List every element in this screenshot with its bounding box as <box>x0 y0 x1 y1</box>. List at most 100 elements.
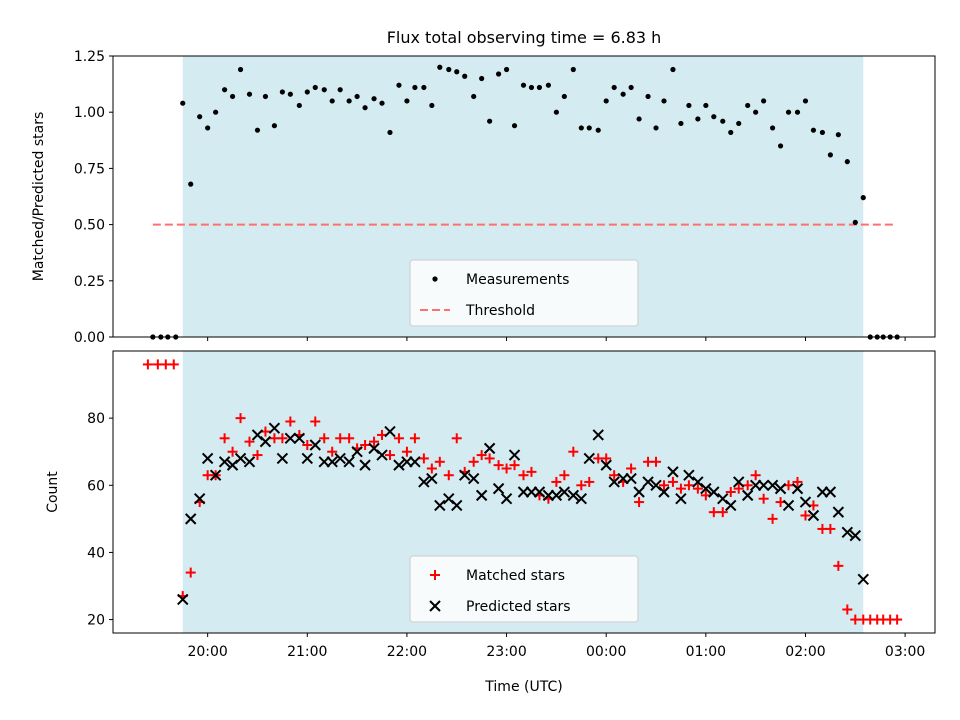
matched-star-point <box>568 446 579 457</box>
matched-star-point <box>576 480 587 491</box>
matched-star-point <box>667 476 678 487</box>
predicted-star-point <box>608 476 620 488</box>
measurement-point <box>221 87 228 93</box>
matched-star-point <box>509 460 520 471</box>
measurement-point <box>354 93 360 100</box>
measurement-point <box>586 125 592 131</box>
x-tick-label: 20:00 <box>187 644 227 660</box>
matched-star-point <box>168 359 179 370</box>
predicted-star-point <box>475 489 488 502</box>
measurement-point <box>197 114 203 120</box>
matched-star-point <box>443 470 454 481</box>
matched-star-point <box>484 453 495 464</box>
matched-star-point <box>302 440 313 450</box>
measurement-point <box>387 129 393 136</box>
bottom-y-axis-label: Count <box>45 471 61 513</box>
predicted-star-point <box>483 442 496 455</box>
y-tick-label: 20 <box>87 613 105 629</box>
matched-star-point <box>319 433 330 444</box>
measurement-point <box>520 82 527 88</box>
y-tick-label: 60 <box>87 478 105 494</box>
legend-marker-measurements <box>432 276 438 282</box>
predicted-star-point <box>459 469 471 481</box>
predicted-star-point <box>193 493 206 505</box>
measurement-point <box>686 102 692 109</box>
matched-star-point <box>683 480 694 491</box>
matched-star-point <box>418 453 429 464</box>
legend-label: Threshold <box>465 303 535 319</box>
predicted-star-point <box>857 573 869 585</box>
measurement-point <box>611 84 617 91</box>
matched-star-point <box>235 413 246 424</box>
measurement-point <box>454 69 460 75</box>
x-tick-label: 03:00 <box>885 644 925 660</box>
measurement-point <box>511 123 518 129</box>
predicted-star-point <box>201 452 214 465</box>
chart-title: Flux total observing time = 6.83 h <box>387 28 662 47</box>
predicted-star-point <box>334 452 346 465</box>
predicted-star-point <box>757 479 770 491</box>
predicted-star-point <box>567 489 580 502</box>
measurement-point <box>412 84 418 91</box>
predicted-star-point <box>741 489 754 502</box>
predicted-star-point <box>409 456 421 468</box>
measurement-point <box>570 66 576 73</box>
measurement-point <box>421 84 427 91</box>
matched-star-point <box>327 446 338 457</box>
measurement-point <box>827 152 833 158</box>
matched-star-point <box>426 463 437 474</box>
matched-star-point <box>526 466 537 477</box>
predicted-star-point <box>625 472 637 485</box>
measurement-point <box>479 75 485 82</box>
measurement-point <box>728 129 734 136</box>
measurement-point <box>429 102 435 109</box>
predicted-star-point <box>426 472 438 485</box>
predicted-star-point <box>841 526 854 538</box>
measurement-point <box>536 84 543 91</box>
predicted-star-point <box>418 476 430 488</box>
measurement-point <box>337 87 343 93</box>
measurement-point <box>262 93 269 100</box>
predicted-star-point <box>284 432 297 444</box>
predicted-star-point <box>700 482 712 495</box>
predicted-star-point <box>642 476 654 488</box>
matched-star-point <box>792 476 803 487</box>
legend-box <box>409 555 639 623</box>
measurement-point <box>188 181 194 187</box>
measurement-point <box>246 91 253 97</box>
matched-star-point <box>584 476 595 487</box>
matched-star-point <box>401 446 412 457</box>
x-tick-label: 01:00 <box>686 644 726 660</box>
predicted-star-point <box>309 439 321 451</box>
predicted-star-point <box>209 469 222 481</box>
y-tick-label: 0.75 <box>74 161 105 177</box>
predicted-star-point <box>675 493 687 505</box>
matched-star-point <box>833 560 844 571</box>
predicted-star-point <box>592 429 604 441</box>
predicted-star-point <box>434 499 446 512</box>
measurement-point <box>254 127 261 133</box>
measurement-point <box>844 159 850 165</box>
measurement-point <box>553 109 559 115</box>
legend-label: Predicted stars <box>466 599 571 615</box>
predicted-star-point <box>177 593 189 606</box>
measurement-point <box>661 98 667 104</box>
predicted-star-point <box>667 466 679 478</box>
predicted-star-point <box>791 482 804 495</box>
measurement-point <box>346 98 352 104</box>
matched-star-point <box>750 470 761 481</box>
predicted-star-point <box>384 425 396 438</box>
measurement-point <box>487 118 493 124</box>
bottom-y-axis: 20 40 60 80 <box>87 411 113 629</box>
predicted-star-point <box>824 486 837 498</box>
measurement-point <box>180 100 186 106</box>
measurement-point <box>645 93 651 100</box>
measurement-point <box>620 91 626 97</box>
measurement-point <box>753 109 759 115</box>
predicted-star-point <box>807 509 820 522</box>
measurement-point <box>379 100 385 106</box>
measurement-point <box>603 98 609 104</box>
top-y-axis: 0.00 0.25 0.50 0.75 1.00 1.25 <box>74 49 113 346</box>
predicted-star-point <box>683 469 695 481</box>
predicted-star-point <box>708 486 720 498</box>
